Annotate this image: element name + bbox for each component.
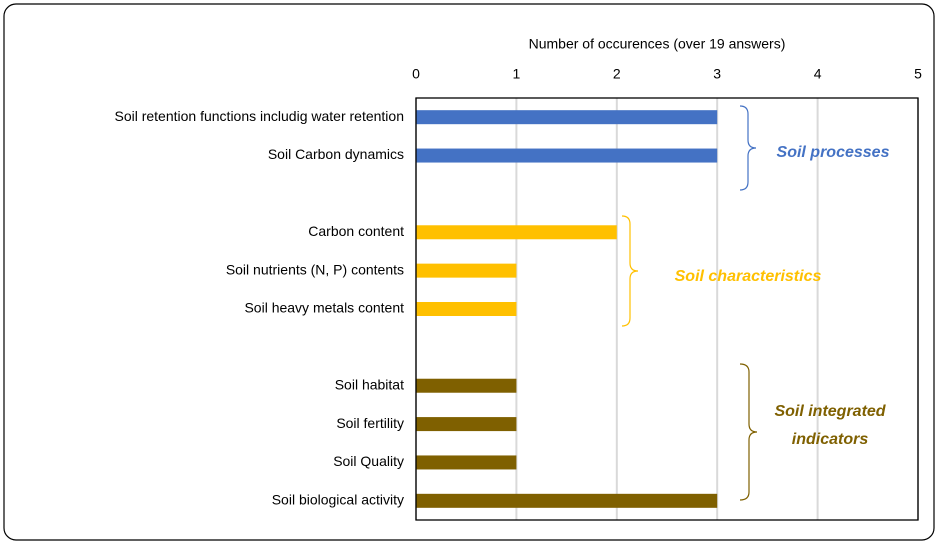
group-label: Soil processes	[776, 144, 890, 161]
bar	[416, 110, 718, 125]
plot-frame	[415, 97, 919, 521]
bar	[416, 455, 517, 470]
x-tick-label: 3	[713, 66, 721, 82]
group-label: Soil integrated indicators	[774, 403, 886, 448]
x-tick-label: 4	[814, 66, 822, 82]
y-tick-label: Soil heavy metals content	[244, 300, 404, 316]
x-tick-label: 1	[513, 66, 521, 82]
bar	[416, 417, 517, 432]
axis-title: Number of occurences (over 19 answers)	[529, 36, 786, 52]
y-tick-label: Soil nutrients (N, P) contents	[226, 261, 404, 277]
bar	[416, 225, 617, 240]
group-label: Soil characteristics	[674, 268, 822, 285]
bar	[416, 493, 718, 508]
brace	[739, 105, 757, 191]
y-tick-label: Soil habitat	[335, 376, 404, 392]
y-tick-label: Soil Carbon dynamics	[268, 146, 404, 162]
bar	[416, 302, 517, 316]
y-tick-label: Soil retention functions includig water …	[114, 108, 404, 124]
y-tick-label: Soil biological activity	[272, 492, 404, 508]
brace	[621, 215, 639, 327]
bar	[416, 378, 517, 393]
bar	[416, 263, 517, 278]
x-tick-label: 2	[613, 66, 621, 82]
x-tick-label: 5	[914, 66, 922, 82]
x-tick-label: 0	[412, 66, 420, 82]
y-tick-label: Soil fertility	[336, 415, 404, 431]
bar	[416, 148, 718, 163]
y-tick-label: Carbon content	[308, 223, 404, 239]
brace	[739, 363, 758, 501]
y-tick-label: Soil Quality	[333, 453, 404, 469]
